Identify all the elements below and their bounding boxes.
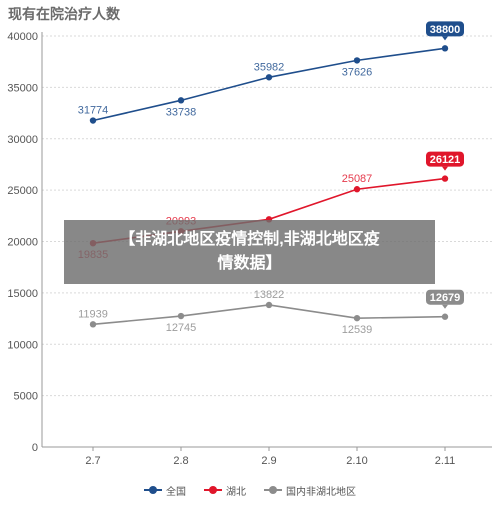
overlay-line-1: 【非湖北地区疫情控制,非湖北地区疫	[119, 231, 380, 248]
legend: 全国 湖北 国内非湖北地区	[0, 482, 500, 498]
data-label: 12539	[342, 324, 373, 336]
y-tick-label: 25000	[7, 185, 38, 197]
y-tick-label: 15000	[7, 288, 38, 300]
data-point	[441, 313, 449, 320]
series-line	[92, 47, 446, 122]
data-label: 25087	[342, 173, 373, 185]
y-tick-label: 5000	[14, 391, 38, 403]
chart-title: 现有在院治疗人数	[8, 6, 120, 22]
data-label: 13822	[254, 289, 285, 301]
legend-label: 国内非湖北地区	[286, 486, 356, 498]
x-tick-label: 2.8	[173, 455, 188, 467]
y-tick-label: 35000	[7, 82, 38, 94]
end-value-label: 38800	[430, 24, 461, 36]
data-point	[177, 312, 185, 320]
legend-swatch	[204, 485, 222, 495]
data-point	[441, 45, 449, 52]
end-value-badge	[426, 151, 464, 167]
y-tick-label: 20000	[7, 237, 38, 249]
legend-label: 湖北	[226, 486, 246, 498]
data-label: 31774	[78, 105, 109, 117]
end-value-badge-pointer	[442, 304, 448, 309]
data-point	[265, 74, 273, 81]
data-point	[177, 97, 185, 104]
data-point	[353, 314, 361, 322]
data-point	[89, 321, 97, 328]
data-point	[353, 57, 361, 64]
data-point	[441, 175, 449, 182]
data-label: 35982	[254, 61, 285, 73]
y-tick-label: 30000	[7, 134, 38, 146]
grid-layer	[42, 35, 492, 397]
end-value-label: 12679	[430, 292, 461, 304]
legend-swatch	[264, 485, 282, 495]
end-value-label: 26121	[430, 154, 461, 166]
legend-swatch	[144, 485, 162, 495]
y-tick-label: 0	[32, 442, 38, 454]
end-value-badge-pointer	[442, 36, 448, 41]
legend-item: 湖北	[204, 483, 246, 498]
end-value-badge-pointer	[442, 166, 448, 171]
x-tick-label: 2.10	[346, 455, 367, 467]
legend-label: 全国	[166, 486, 186, 498]
data-point	[265, 301, 273, 309]
legend-item: 国内非湖北地区	[264, 483, 356, 498]
overlay-banner: 【非湖北地区疫情控制,非湖北地区疫 情数据】	[64, 220, 435, 284]
data-label: 33738	[166, 106, 197, 118]
overlay-line-2: 情数据】	[217, 255, 282, 272]
x-tick-label: 2.9	[261, 455, 276, 467]
data-label: 11939	[78, 308, 108, 320]
label-layer: 3177433738359823762638800198352099325087…	[78, 21, 464, 336]
data-point	[353, 186, 361, 193]
data-point	[89, 117, 97, 124]
x-tick-label: 2.11	[435, 455, 456, 467]
x-tick-label: 2.7	[85, 455, 100, 467]
y-tick-label: 10000	[7, 339, 38, 351]
data-label: 37626	[342, 66, 373, 78]
legend-item: 全国	[144, 483, 186, 498]
y-tick-label: 40000	[7, 31, 38, 43]
end-value-badge	[426, 289, 464, 305]
axis-layer: 0 5000 10000 15000 20000 25000 30000 35000 40000…	[7, 31, 492, 467]
end-value-badge	[426, 21, 464, 37]
data-label: 12745	[166, 322, 197, 334]
